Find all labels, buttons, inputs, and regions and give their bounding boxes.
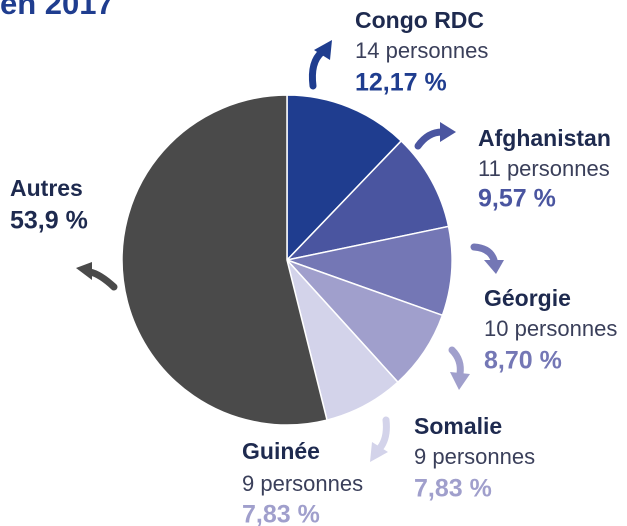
category-label: Guinée (242, 438, 320, 464)
value-label: 8,70 % (484, 347, 562, 375)
sublabel: 10 personnes (484, 316, 617, 341)
pie-slice (284, 139, 450, 262)
category-label: Congo RDC (355, 7, 484, 33)
arrow (376, 416, 390, 452)
pie-slice (284, 225, 453, 317)
chart-title: en 2017 (0, 0, 114, 21)
arrow-head (314, 40, 332, 60)
arrow-head (440, 122, 456, 142)
category-label: Afghanistan (478, 125, 611, 151)
arrows (76, 40, 504, 462)
category-label: Géorgie (484, 285, 571, 311)
sublabel: 9 personnes (414, 444, 535, 469)
value-label: 7,83 % (414, 475, 492, 503)
value-label: 9,57 % (478, 185, 556, 213)
pie-slice (286, 94, 403, 262)
arrow (308, 48, 326, 90)
arrow-head (450, 372, 470, 390)
arrow (470, 243, 498, 264)
sublabel: 14 personnes (355, 38, 488, 63)
arrow-head (76, 262, 92, 280)
arrow (86, 268, 118, 291)
arrow-head (484, 260, 504, 274)
arrow (414, 128, 446, 150)
value-label: 7,83 % (242, 501, 320, 526)
value-label: 53,9 % (10, 207, 88, 235)
value-label: 12,17 % (355, 69, 447, 97)
arrow-head (370, 442, 388, 462)
arrow (448, 346, 464, 378)
pie-slice (121, 94, 328, 426)
sublabel: 9 personnes (242, 471, 363, 496)
category-label: Autres (10, 175, 83, 201)
category-label: Somalie (414, 413, 502, 439)
sublabel: 11 personnes (478, 156, 610, 181)
